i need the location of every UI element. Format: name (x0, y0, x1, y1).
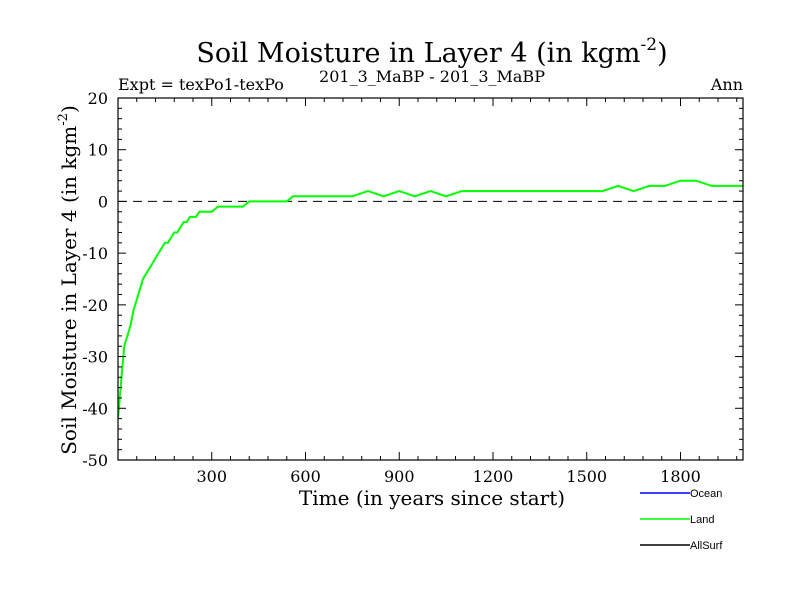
plot-frame (117, 97, 744, 461)
x-axis-label: Time (in years since start) (299, 486, 565, 510)
y-tick-label: 10 (88, 141, 108, 160)
series-line-land (118, 179, 743, 419)
legend-label-ocean: Ocean (690, 488, 722, 500)
y-tick-label: 20 (88, 89, 108, 108)
subtitle-left: Expt = texPo1-texPo (118, 75, 284, 94)
plot-area: -50 -40 -30 -20 -10 0 10 20 300 600 900 1200 1500 180… (82, 89, 744, 486)
subtitle-right: Ann (710, 75, 743, 94)
y-axis-label: Soil Moisture in Layer 4 (in kgm-2) (56, 105, 81, 455)
x-tick-label: 1200 (473, 467, 514, 486)
legend: Ocean Land AllSurf (640, 488, 723, 552)
legend-label-allsurf: AllSurf (690, 540, 723, 552)
y-tick-label: 0 (98, 192, 108, 211)
y-tick-label: -40 (82, 399, 108, 418)
x-tick-label: 300 (196, 467, 227, 486)
subtitle-center: 201_3_MaBP - 201_3_MaBP (319, 67, 545, 86)
x-tick-label: 1500 (566, 467, 607, 486)
y-tick-label: -20 (82, 296, 108, 315)
chart-title: Soil Moisture in Layer 4 (in kgm-2) (196, 35, 667, 69)
legend-label-land: Land (690, 514, 714, 526)
x-tick-label: 1800 (660, 467, 701, 486)
y-tick-label: -30 (82, 348, 108, 367)
y-tick-label: -10 (82, 244, 108, 263)
x-tick-label: 600 (290, 467, 321, 486)
x-tick-label: 900 (384, 467, 415, 486)
y-tick-label: -50 (82, 451, 108, 470)
